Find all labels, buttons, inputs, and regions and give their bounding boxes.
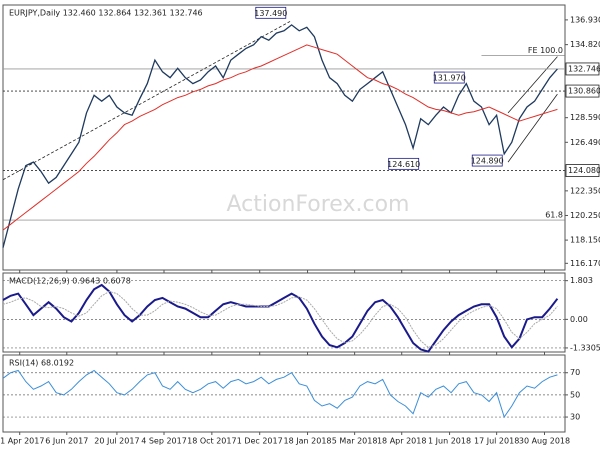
annotation-label: 137.490	[254, 9, 287, 18]
y-tick-label: 120.250	[570, 211, 600, 220]
price-annotation	[255, 6, 287, 19]
series-line	[2, 290, 558, 348]
annotation-label: 124.890	[471, 157, 504, 166]
panel-frame	[2, 272, 566, 353]
x-tick-label: 18 Jan 2018	[284, 437, 332, 446]
y-tick-label: 116.170	[570, 259, 600, 268]
y-tick-label: 70	[570, 368, 580, 377]
x-tick-label: 1 Dec 2017	[237, 437, 283, 446]
y-tick-label: 30	[570, 413, 580, 422]
x-tick-label: 1 Jun 2018	[428, 437, 471, 446]
x-tick-label: 5 Mar 2018	[332, 437, 378, 446]
y-tick-label: 134.820	[570, 40, 600, 49]
y-tick-label: 122.350	[570, 186, 600, 195]
y-tick-label: 126.490	[570, 138, 600, 147]
trendline	[507, 93, 558, 163]
price-annotation	[471, 154, 503, 167]
y-tick-label: 0.00	[570, 315, 588, 324]
series-line	[2, 369, 558, 419]
annotation-label: 131.970	[433, 74, 466, 83]
x-tick-label: 6 Jun 2017	[45, 437, 88, 446]
panel-title: EURJPY,Daily 132.460 132.864 132.361 132…	[9, 9, 203, 18]
panel-title: RSI(14) 68.0192	[9, 359, 74, 368]
level-label: 124.080	[568, 166, 600, 175]
level-box	[565, 164, 600, 177]
annotation-label: 124.610	[387, 160, 420, 169]
fib-label: 61.8	[545, 211, 563, 220]
level-label: 132.746	[568, 64, 600, 73]
series-line	[2, 283, 559, 353]
panel-frame	[2, 4, 566, 271]
y-tick-label: 128.590	[570, 113, 600, 122]
x-tick-label: 4 Sep 2017	[141, 437, 187, 446]
x-tick-label: 21 Apr 2017	[0, 437, 44, 446]
level-box	[565, 62, 600, 76]
y-tick-label: 1.803	[570, 276, 593, 285]
level-box	[565, 84, 600, 98]
x-tick-label: 30 Aug 2018	[519, 437, 570, 446]
watermark: ActionForex.com	[227, 192, 410, 217]
price-annotation	[433, 71, 465, 84]
panel-title: MACD(12,26,9) 0.9643 0.6078	[9, 277, 131, 286]
y-tick-label: 136.930	[570, 15, 600, 24]
x-tick-label: 18 Apr 2018	[377, 437, 426, 446]
y-tick-label: 118.150	[570, 236, 600, 245]
trendline	[507, 56, 558, 114]
series-line	[2, 44, 558, 231]
y-tick-label: -1.3305	[570, 343, 600, 352]
x-tick-label: 18 Oct 2017	[187, 437, 236, 446]
series-line	[2, 24, 558, 248]
panel-frame	[2, 354, 566, 433]
x-tick-label: 20 Jul 2017	[94, 437, 139, 446]
level-label: 130.860	[568, 87, 600, 96]
fib-label: FE 100.0	[528, 46, 563, 55]
y-tick-label: 50	[570, 390, 580, 399]
x-tick-label: 17 Jul 2018	[474, 437, 519, 446]
price-annotation	[388, 157, 420, 170]
